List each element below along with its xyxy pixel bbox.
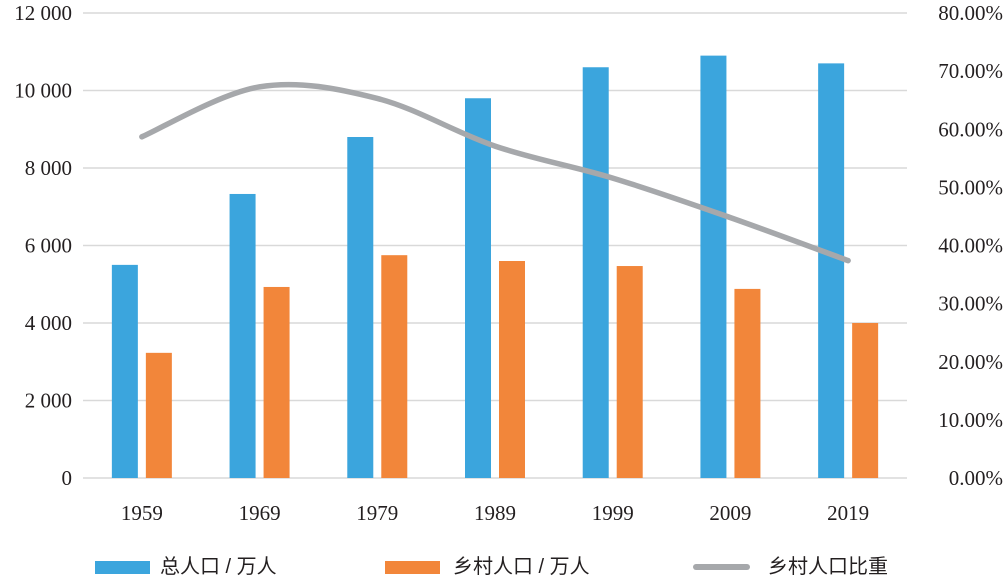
legend-swatch-total-population [95,561,150,574]
legend: 总人口 / 万人 乡村人口 / 万人 乡村人口比重 [0,554,1006,581]
rural-ratio-point-1999 [610,175,616,181]
x-tick-label: 2009 [709,501,751,525]
legend-swatch-rural-population [385,561,440,574]
y-left-tick-label: 8 000 [25,156,72,180]
y-right-tick-label: 70.00% [938,59,1003,83]
x-axis: 1959 1969 1979 1989 1999 2009 2019 [121,501,869,525]
x-tick-label: 2019 [827,501,869,525]
y-right-tick-label: 40.00% [938,234,1003,258]
gridlines [83,12,907,479]
y-left-tick-label: 12 000 [14,1,72,25]
legend-swatch-rural-ratio [693,564,750,570]
rural-ratio-point-1969 [257,84,263,90]
y-right-tick-label: 60.00% [938,117,1003,141]
bar-rural-population-1959 [145,352,172,478]
bar-total-population-2019 [818,63,845,478]
bar-total-population-2009 [700,55,727,478]
y-left-tick-label: 0 [62,466,73,490]
bar-total-population-1999 [582,67,609,478]
rural-ratio-point-2009 [727,215,733,221]
bar-total-population-1959 [111,264,138,478]
y-right-tick-label: 30.00% [938,292,1003,316]
y-right-tick-label: 50.00% [938,175,1003,199]
y-left-tick-label: 4 000 [25,311,72,335]
x-tick-label: 1989 [474,501,516,525]
legend-label-rural-population: 乡村人口 / 万人 [453,556,590,578]
x-tick-label: 1959 [121,501,163,525]
rural-ratio-point-1979 [374,95,380,101]
rural-ratio-point-1959 [139,134,145,140]
y-left-tick-label: 2 000 [25,389,72,413]
y-right-tick-label: 80.00% [938,1,1003,25]
rural-ratio-point-1989 [492,143,498,149]
legend-label-total-population: 总人口 / 万人 [160,556,277,578]
y-left-axis: 0 2 000 4 000 6 000 8 000 10 000 12 000 [14,1,72,490]
rural-ratio-point-2019 [845,258,851,264]
y-right-tick-label: 10.00% [938,408,1003,432]
bar-total-population-1979 [347,137,374,478]
bar-rural-population-1979 [381,255,408,478]
y-right-axis: 0.00% 10.00% 20.00% 30.00% 40.00% 50.00% 60.00… [938,1,1003,490]
y-right-tick-label: 0.00% [949,466,1003,490]
x-tick-label: 1999 [592,501,634,525]
ratio-line-group [139,81,851,264]
bar-total-population-1969 [229,193,256,478]
bar-rural-population-2019 [852,323,879,478]
y-left-tick-label: 6 000 [25,234,72,258]
x-tick-label: 1969 [239,501,281,525]
legend-label-rural-ratio: 乡村人口比重 [768,556,888,578]
bars [111,55,879,478]
y-left-tick-label: 10 000 [14,79,72,103]
bar-rural-population-1969 [263,286,290,478]
bar-rural-population-2009 [734,288,761,478]
y-right-tick-label: 20.00% [938,350,1003,374]
bar-rural-population-1989 [499,261,525,478]
bar-total-population-1989 [465,98,491,478]
bar-rural-population-1999 [616,266,643,478]
x-tick-label: 1979 [356,501,398,525]
